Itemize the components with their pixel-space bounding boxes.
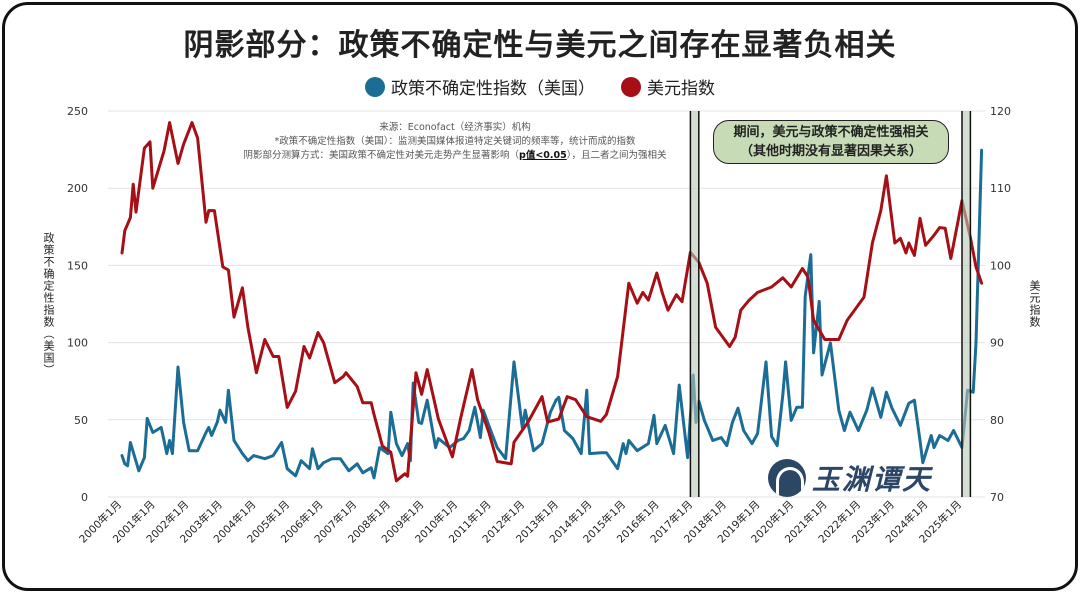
callout-box: 期间，美元与政策不确定性强相关 （其他时期没有显著因果关系） xyxy=(713,120,949,164)
shaded-period xyxy=(690,111,699,497)
source-note: 来源：Econofact（经济事实）机构 *政策不确定性指数（美国）：监测美国媒… xyxy=(200,121,710,163)
y-right-tick-label: 100 xyxy=(990,259,1011,272)
callout-line-1: 期间，美元与政策不确定性强相关 xyxy=(733,125,929,140)
y-left-tick-label: 100 xyxy=(67,337,88,350)
y-right-tick-label: 120 xyxy=(990,105,1011,118)
logo-wave-icon xyxy=(768,459,806,497)
y-left-tick-label: 200 xyxy=(67,182,88,195)
series-line-dxy xyxy=(120,121,984,483)
chart-title: 阴影部分：政策不确定性与美元之间存在显著负相关 xyxy=(183,28,897,63)
series-line-epu xyxy=(120,148,984,480)
note-method-pre: 阴影部分测算方式：美国政策不确定性对美元走势产生显著影响（ xyxy=(243,150,520,161)
y-right-tick-label: 70 xyxy=(990,491,1004,504)
y-right-tick-label: 80 xyxy=(990,414,1004,427)
legend-dot-blue-icon xyxy=(365,76,385,97)
y-left-tick-label: 50 xyxy=(74,414,88,427)
legend-item-epu: 政策不确定性指数（美国） xyxy=(365,74,595,99)
note-pvalue: p值<0.05 xyxy=(519,150,567,161)
watermark-text: 玉渊谭天 xyxy=(812,463,933,496)
y-left-tick-label: 0 xyxy=(81,491,88,504)
legend-dot-red-icon xyxy=(621,76,641,97)
y-left-tick-label: 150 xyxy=(67,259,88,272)
watermark-logo: 玉渊谭天 xyxy=(768,458,932,498)
y-right-tick-label: 90 xyxy=(990,337,1004,350)
legend-label-epu: 政策不确定性指数（美国） xyxy=(391,79,595,99)
callout-line-2: （其他时期没有显著因果关系） xyxy=(739,144,922,159)
note-method-post: ），且二者之间为强相关 xyxy=(566,150,667,161)
note-line-method: 阴影部分测算方式：美国政策不确定性对美元走势产生显著影响（p值<0.05），且二… xyxy=(200,149,710,163)
y-axis-left-label: 政策不确定性指数（美国） xyxy=(42,232,55,376)
legend-label-dxy: 美元指数 xyxy=(647,79,715,99)
y-axis-right-label: 美元指数 xyxy=(1028,280,1041,328)
note-line-definition: *政策不确定性指数（美国）：监测美国媒体报道特定关键词的频率等，统计而成的指数 xyxy=(274,136,636,147)
legend-item-dxy: 美元指数 xyxy=(621,74,715,99)
y-right-tick-label: 110 xyxy=(990,182,1011,195)
note-line-source: 来源：Econofact（经济事实）机构 xyxy=(379,122,531,133)
legend: 政策不确定性指数（美国） 美元指数 xyxy=(0,74,1080,99)
shaded-period xyxy=(962,111,971,497)
y-left-tick-label: 250 xyxy=(67,105,88,118)
